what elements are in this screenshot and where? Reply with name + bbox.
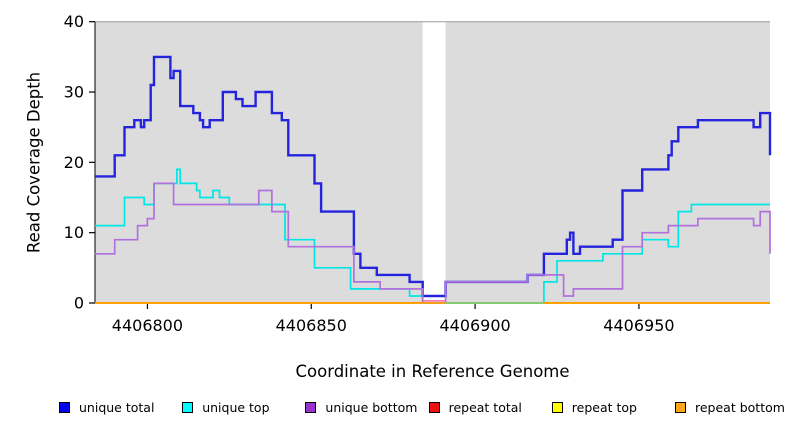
legend-swatch-icon bbox=[428, 401, 440, 413]
x-axis-title: Coordinate in Reference Genome bbox=[295, 362, 570, 381]
legend-item-unique-total: unique total bbox=[59, 398, 154, 416]
legend-item-repeat-bottom: repeat bottom bbox=[675, 398, 785, 416]
x-tick-label: 4406800 bbox=[112, 316, 183, 335]
legend-swatch-icon bbox=[305, 401, 317, 413]
legend-swatch-icon bbox=[182, 401, 194, 413]
legend-swatch-icon bbox=[59, 401, 70, 413]
overlay-segments bbox=[422, 300, 544, 304]
y-tick-label: 30 bbox=[64, 83, 84, 102]
x-tick-label: 4406950 bbox=[603, 316, 674, 335]
legend-label: unique total bbox=[79, 399, 155, 415]
y-tick-label: 0 bbox=[74, 294, 84, 313]
x-tick-label: 4406850 bbox=[276, 316, 347, 335]
legend-swatch-icon bbox=[551, 401, 563, 413]
y-tick-label: 10 bbox=[64, 223, 84, 242]
legend-label: unique bottom bbox=[325, 399, 418, 415]
series-unique-total bbox=[95, 55, 772, 298]
legend-label: repeat bottom bbox=[695, 399, 785, 415]
series-lines bbox=[95, 55, 772, 304]
x-tick-label: 4406900 bbox=[439, 316, 510, 335]
gap-region bbox=[95, 21, 770, 303]
legend-item-repeat-top: repeat top bbox=[551, 398, 637, 416]
legend-label: unique top bbox=[202, 399, 270, 415]
legend: unique total unique top unique bottom repea… bbox=[0, 398, 792, 418]
legend-item-unique-bottom: unique bottom bbox=[305, 398, 417, 416]
legend-swatch-icon bbox=[675, 401, 686, 413]
legend-item-unique-top: unique top bbox=[182, 398, 270, 416]
y-tick-label: 20 bbox=[64, 153, 84, 172]
legend-label: repeat top bbox=[571, 399, 637, 415]
y-tick-label: 40 bbox=[64, 12, 84, 31]
legend-label: repeat total bbox=[448, 399, 522, 415]
y-axis-title: Read Coverage Depth bbox=[24, 71, 44, 254]
tick-labels: 0 10 20 30 40 4406800 4406850 4406900 4406950 bbox=[64, 12, 675, 335]
legend-item-repeat-total: repeat total bbox=[428, 398, 522, 416]
